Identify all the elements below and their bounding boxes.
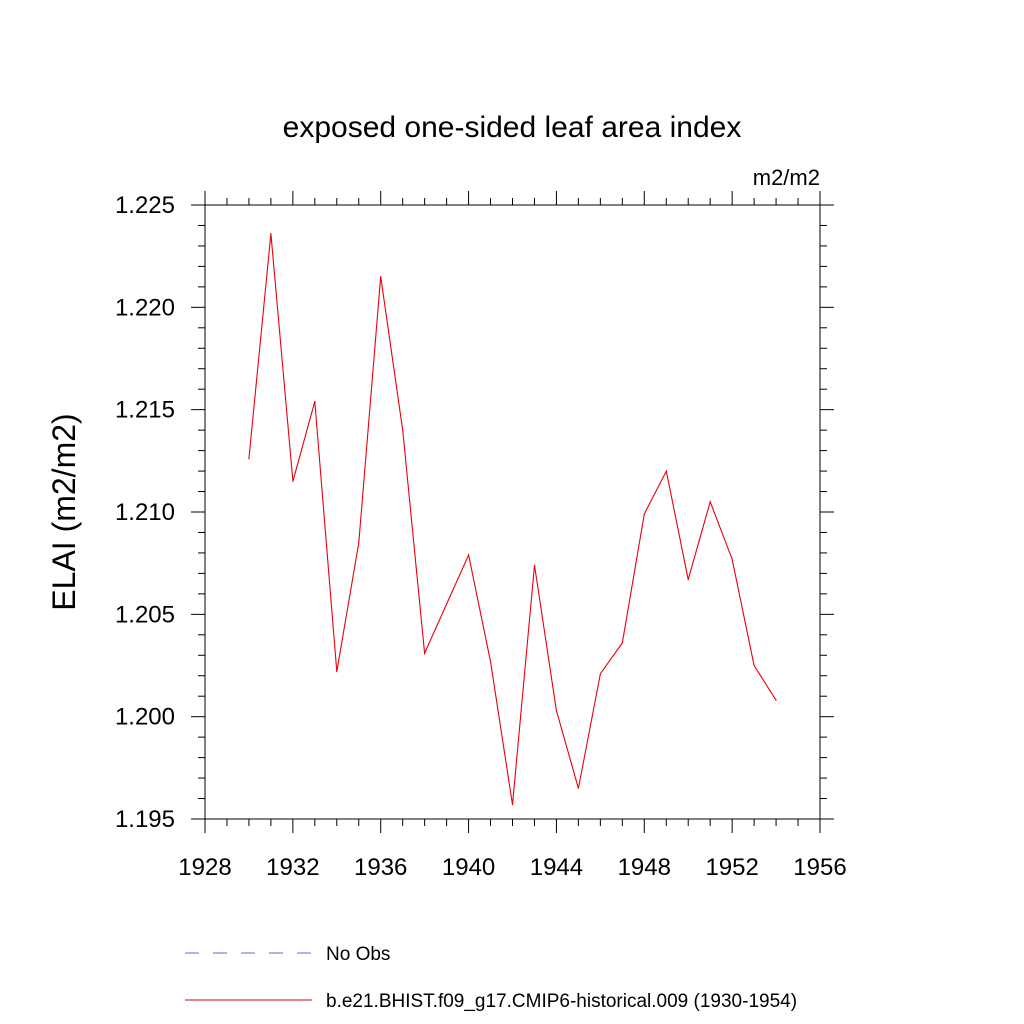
data-point xyxy=(489,660,492,663)
data-point xyxy=(424,652,426,654)
data-point xyxy=(446,603,448,605)
x-tick-label: 1944 xyxy=(530,854,583,881)
chart-title: exposed one-sided leaf area index xyxy=(283,111,742,144)
y-tick-label: 1.195 xyxy=(115,806,175,833)
x-tick-label: 1948 xyxy=(618,854,671,881)
plot-frame xyxy=(204,204,821,820)
x-tick-label: 1956 xyxy=(793,854,846,881)
data-point xyxy=(599,673,601,675)
axis-ticks: 1928 1932 1936 1940 1944 1948 1952 1956 1.195 1.2… xyxy=(115,191,847,881)
series-layer xyxy=(248,233,777,806)
data-point xyxy=(709,501,711,503)
data-point xyxy=(402,429,404,431)
data-point xyxy=(467,554,470,556)
y-tick-label: 1.200 xyxy=(115,704,175,731)
data-point xyxy=(336,671,338,673)
x-tick-label: 1936 xyxy=(354,854,407,881)
data-point xyxy=(687,578,689,581)
y-axis-label: ELAI (m2/m2) xyxy=(46,413,82,610)
y-tick-label: 1.205 xyxy=(115,601,175,628)
x-tick-label: 1928 xyxy=(178,854,231,881)
data-point xyxy=(731,558,733,560)
data-point xyxy=(775,699,777,701)
data-point xyxy=(577,787,579,789)
data-point xyxy=(358,542,360,544)
data-point xyxy=(621,642,623,644)
legend-label-1: b.e21.BHIST.f09_g17.CMIP6-historical.009… xyxy=(326,991,797,1012)
series-line-1 xyxy=(248,233,777,805)
legend-label-0: No Obs xyxy=(326,944,390,965)
data-point xyxy=(533,564,536,566)
data-point xyxy=(292,480,294,482)
y-tick-label: 1.220 xyxy=(115,294,175,321)
data-point xyxy=(511,804,514,806)
y-tick-label: 1.215 xyxy=(115,397,175,424)
y-tick-label: 1.225 xyxy=(115,192,175,219)
y-tick-label: 1.210 xyxy=(115,499,175,526)
x-tick-label: 1952 xyxy=(705,854,758,881)
data-point xyxy=(555,709,558,712)
x-tick-label: 1932 xyxy=(266,854,319,881)
data-point xyxy=(753,664,755,667)
data-point xyxy=(643,513,645,515)
data-point xyxy=(380,276,382,278)
x-tick-label: 1940 xyxy=(442,854,495,881)
data-point xyxy=(665,470,667,472)
data-point xyxy=(248,458,250,460)
data-point xyxy=(314,400,316,403)
legend: No Obs b.e21.BHIST.f09_g17.CMIP6-historic… xyxy=(185,944,797,1012)
units-label: m2/m2 xyxy=(753,165,820,190)
data-point xyxy=(270,233,272,235)
